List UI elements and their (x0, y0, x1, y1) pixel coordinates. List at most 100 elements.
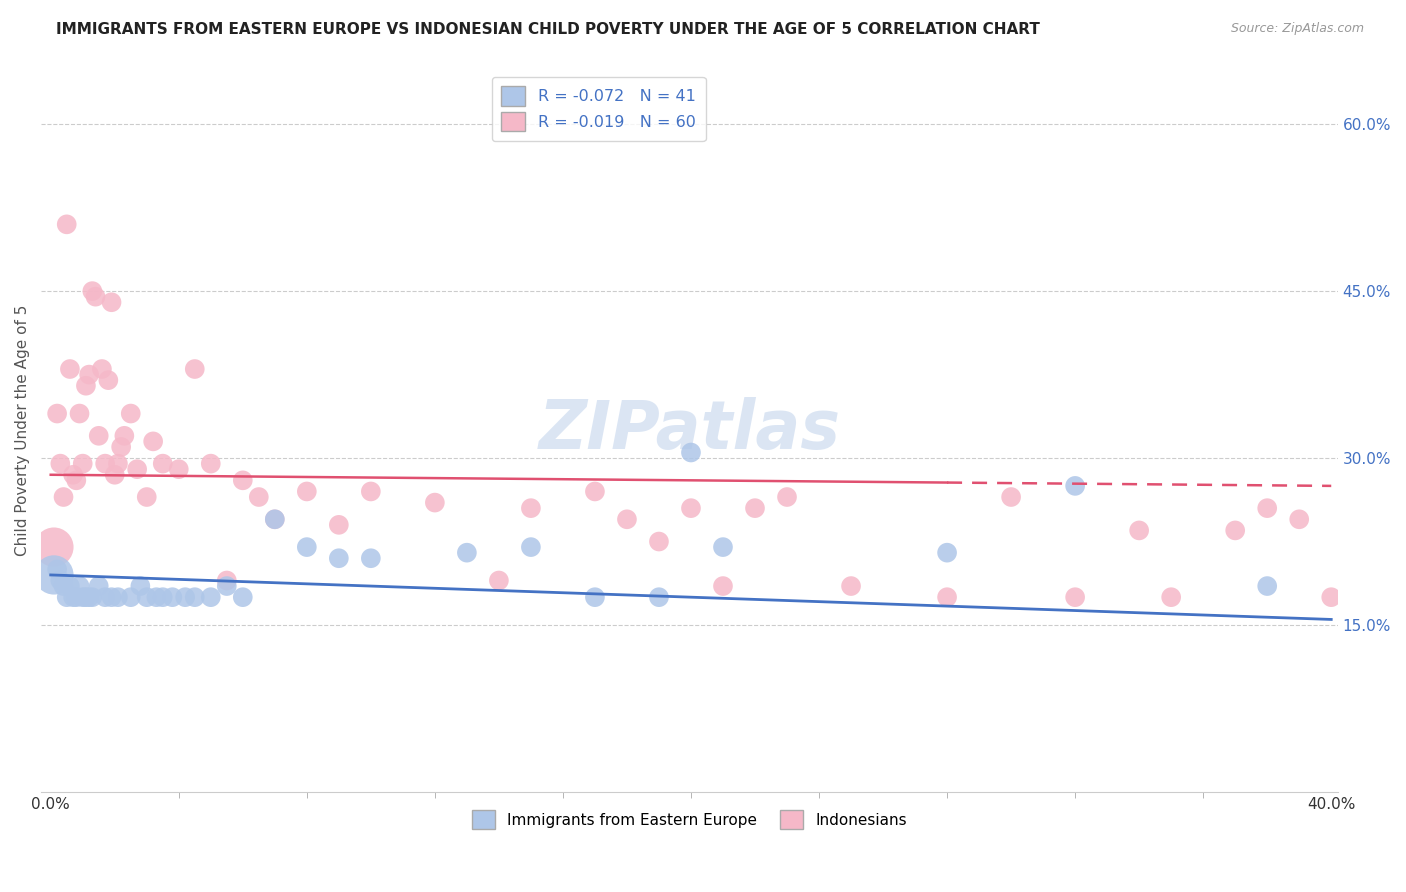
Point (59, 579, 82, 593)
Point (1064, 479, 1087, 493)
Point (648, 590, 671, 604)
Point (215, 574, 238, 588)
Point (120, 590, 142, 604)
Point (1353, 557, 1375, 571)
Point (200, 590, 222, 604)
Point (174, 590, 197, 604)
Point (94, 457, 117, 471)
Point (679, 445, 702, 459)
Point (520, 501, 543, 516)
Point (82, 590, 104, 604)
Point (62, 467, 84, 482)
Point (82, 284, 104, 298)
Point (75, 590, 97, 604)
Point (295, 484, 318, 499)
Point (55, 217, 77, 231)
Point (839, 579, 862, 593)
Point (744, 501, 766, 516)
Point (129, 579, 152, 593)
Point (488, 574, 510, 588)
Point (215, 579, 238, 593)
Point (107, 590, 129, 604)
Point (49, 457, 72, 471)
Point (135, 490, 157, 504)
Point (1000, 490, 1022, 504)
Point (648, 534, 671, 549)
Point (167, 462, 190, 476)
Point (1225, 524, 1247, 538)
Text: ZIPatlas: ZIPatlas (538, 397, 841, 463)
Point (295, 540, 318, 554)
Point (1256, 579, 1278, 593)
Point (94, 590, 117, 604)
Point (142, 434, 165, 449)
Point (42, 568, 65, 582)
Point (112, 429, 135, 443)
Point (110, 440, 132, 454)
Point (100, 295, 122, 310)
Point (75, 378, 97, 392)
Point (616, 512, 638, 526)
Point (583, 484, 606, 499)
Point (127, 462, 149, 476)
Legend: Immigrants from Eastern Europe, Indonesians: Immigrants from Eastern Europe, Indonesi… (465, 804, 912, 835)
Point (232, 473, 254, 487)
Point (200, 457, 222, 471)
Point (152, 590, 174, 604)
Point (77, 368, 100, 382)
Point (1256, 501, 1278, 516)
Y-axis label: Child Poverty Under the Age of 5: Child Poverty Under the Age of 5 (15, 304, 30, 556)
Point (69, 579, 91, 593)
Point (152, 457, 174, 471)
Point (72, 590, 94, 604)
Point (1064, 590, 1087, 604)
Point (72, 457, 94, 471)
Point (583, 590, 606, 604)
Point (360, 484, 382, 499)
Point (184, 590, 207, 604)
Point (59, 362, 82, 376)
Point (46, 562, 69, 576)
Point (1320, 590, 1343, 604)
Point (679, 501, 702, 516)
Point (328, 551, 350, 566)
Point (120, 407, 142, 421)
Point (162, 590, 184, 604)
Point (46, 407, 69, 421)
Point (49, 574, 72, 588)
Point (87, 579, 110, 593)
Point (62, 590, 84, 604)
Point (456, 546, 478, 560)
Point (1128, 524, 1150, 538)
Point (52, 490, 75, 504)
Point (263, 512, 285, 526)
Point (107, 457, 129, 471)
Point (91, 362, 114, 376)
Point (328, 517, 350, 532)
Point (263, 512, 285, 526)
Point (184, 362, 207, 376)
Point (145, 590, 167, 604)
Point (520, 540, 543, 554)
Point (87, 429, 110, 443)
Point (360, 551, 382, 566)
Point (936, 546, 959, 560)
Text: IMMIGRANTS FROM EASTERN EUROPE VS INDONESIAN CHILD POVERTY UNDER THE AGE OF 5 CO: IMMIGRANTS FROM EASTERN EUROPE VS INDONE… (56, 22, 1040, 37)
Point (52, 579, 75, 593)
Point (97, 373, 120, 387)
Point (711, 540, 734, 554)
Point (1160, 590, 1182, 604)
Text: Source: ZipAtlas.com: Source: ZipAtlas.com (1230, 22, 1364, 36)
Point (711, 579, 734, 593)
Point (423, 495, 446, 509)
Point (42, 540, 65, 554)
Point (65, 473, 87, 487)
Point (232, 590, 254, 604)
Point (100, 590, 122, 604)
Point (55, 590, 77, 604)
Point (77, 590, 100, 604)
Point (104, 467, 127, 482)
Point (776, 490, 799, 504)
Point (135, 590, 157, 604)
Point (65, 590, 87, 604)
